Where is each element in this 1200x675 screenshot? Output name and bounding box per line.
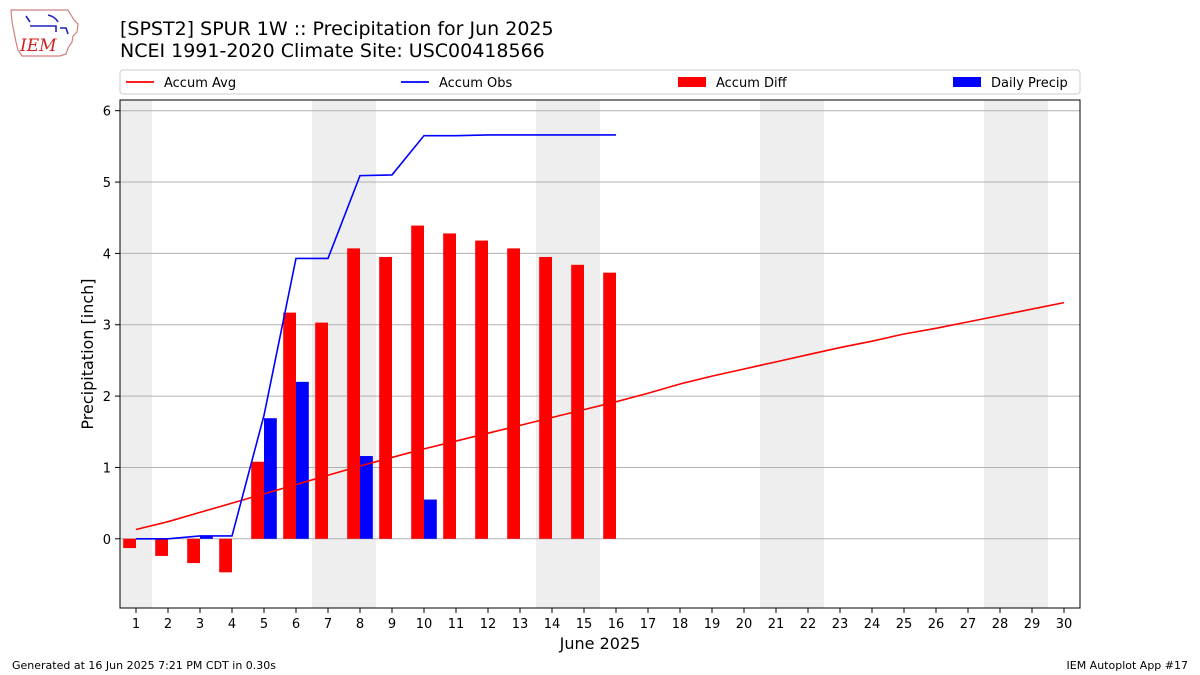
x-axis: 1 2 3 4 5 6 7 8 9 10 11 12 13 14 15 16 17 18 19 20 21 22 23 24 2… xyxy=(132,608,1072,632)
y-tick-label: 6 xyxy=(103,105,111,120)
y-tick-label: 2 xyxy=(103,390,111,405)
x-tick-label: 24 xyxy=(864,617,881,632)
lines xyxy=(135,134,1065,540)
gridlines xyxy=(120,110,1080,540)
legend-label-accum-diff: Accum Diff xyxy=(716,76,788,91)
x-tick-label: 19 xyxy=(704,617,721,632)
x-tick-label: 23 xyxy=(832,617,849,632)
x-tick-label: 17 xyxy=(640,617,657,632)
legend-label-daily-precip: Daily Precip xyxy=(991,76,1068,91)
x-tick-label: 29 xyxy=(1024,617,1041,632)
daily-precip-bar xyxy=(264,418,277,539)
accum-avg-line xyxy=(135,301,1065,531)
plot-frame xyxy=(119,99,1081,609)
daily-precip-bar xyxy=(296,381,309,539)
x-tick-label: 3 xyxy=(196,617,204,632)
accum-diff-bar xyxy=(187,538,200,564)
chart-subtitle: NCEI 1991-2020 Climate Site: USC00418566 xyxy=(120,40,545,62)
iem-logo: IEM xyxy=(10,9,79,57)
accum-diff-bar xyxy=(411,225,424,539)
accum-diff-bar xyxy=(283,312,296,539)
weekend-band xyxy=(120,100,152,608)
x-tick-label: 27 xyxy=(960,617,977,632)
daily-precip-bar xyxy=(424,499,437,539)
legend-label-accum-obs: Accum Obs xyxy=(439,76,512,91)
y-axis: 0 1 2 3 4 5 6 xyxy=(103,105,120,548)
x-tick-label: 4 xyxy=(228,617,236,632)
accum-diff-bar xyxy=(219,538,232,573)
x-tick-label: 8 xyxy=(356,617,364,632)
accum-diff-bar xyxy=(123,538,136,549)
logo-text: IEM xyxy=(19,36,57,56)
daily-precip-bar xyxy=(200,535,213,539)
x-tick-label: 20 xyxy=(736,617,753,632)
x-tick-label: 15 xyxy=(576,617,593,632)
x-tick-label: 7 xyxy=(324,617,332,632)
x-tick-label: 21 xyxy=(768,617,785,632)
x-tick-label: 26 xyxy=(928,617,945,632)
x-tick-label: 22 xyxy=(800,617,817,632)
x-tick-label: 13 xyxy=(512,617,529,632)
accum-diff-bar xyxy=(507,248,520,539)
x-axis-label: June 2025 xyxy=(559,634,641,653)
accum-diff-bar xyxy=(155,538,168,556)
x-tick-label: 18 xyxy=(672,617,689,632)
accum-diff-bar xyxy=(347,248,360,539)
y-tick-label: 3 xyxy=(103,319,111,334)
accum-diff-bar xyxy=(475,240,488,539)
weather-symbols-icon xyxy=(25,14,69,35)
x-tick-label: 28 xyxy=(992,617,1009,632)
y-tick-label: 1 xyxy=(103,461,111,476)
x-tick-label: 30 xyxy=(1056,617,1073,632)
accum-diff-bar xyxy=(251,461,264,539)
daily-precip-bar xyxy=(360,456,373,539)
accum-diff-bar xyxy=(315,322,328,539)
accum-diff-bar xyxy=(603,272,616,539)
app-label: IEM Autoplot App #17 xyxy=(1066,659,1189,672)
x-tick-label: 14 xyxy=(544,617,561,632)
y-tick-label: 0 xyxy=(103,533,111,548)
legend-box xyxy=(119,69,1081,95)
accum-diff-bar xyxy=(571,264,584,539)
x-tick-label: 11 xyxy=(448,617,465,632)
legend: Accum Avg Accum Obs Accum Diff Daily Precip xyxy=(119,69,1081,95)
x-tick-label: 6 xyxy=(292,617,300,632)
precipitation-chart: 1 2 3 4 5 6 7 8 9 10 11 12 13 14 15 16 17 18 19 20 21 22 23 24 2… xyxy=(78,69,1081,653)
bars xyxy=(123,225,616,573)
generated-timestamp: Generated at 16 Jun 2025 7:21 PM CDT in … xyxy=(12,659,277,672)
x-tick-label: 5 xyxy=(260,617,268,632)
accum-diff-bar xyxy=(379,256,392,539)
accum-obs-line xyxy=(136,134,616,540)
legend-swatch-accum-diff xyxy=(678,77,706,87)
x-tick-label: 16 xyxy=(608,617,625,632)
y-tick-label: 4 xyxy=(103,247,111,262)
x-tick-label: 1 xyxy=(132,617,140,632)
legend-swatch-daily-precip xyxy=(953,77,981,87)
y-axis-label: Precipitation [inch] xyxy=(78,278,97,429)
x-tick-label: 10 xyxy=(416,617,433,632)
x-tick-label: 25 xyxy=(896,617,913,632)
x-tick-label: 2 xyxy=(164,617,172,632)
y-tick-label: 5 xyxy=(103,176,111,191)
chart-title: [SPST2] SPUR 1W :: Precipitation for Jun… xyxy=(120,18,554,40)
iowa-outline-icon xyxy=(10,9,79,57)
accum-diff-bar xyxy=(539,256,552,539)
weekend-band xyxy=(984,100,1048,608)
x-tick-label: 12 xyxy=(480,617,497,632)
legend-label-accum-avg: Accum Avg xyxy=(164,76,236,91)
x-tick-label: 9 xyxy=(388,617,396,632)
accum-diff-bar xyxy=(443,233,456,539)
